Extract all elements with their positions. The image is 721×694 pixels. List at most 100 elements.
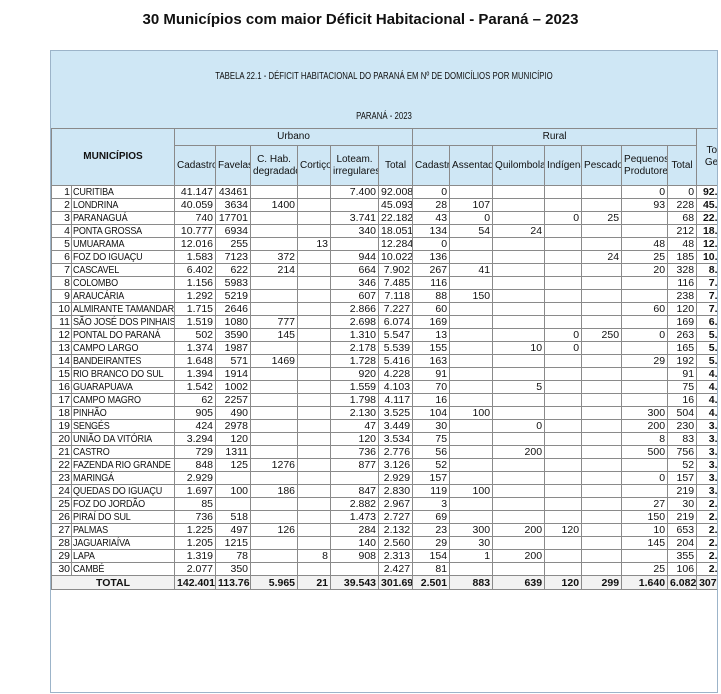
total-cell: 113.761 [215,575,252,590]
table-cell [544,419,583,433]
column-header: Cadastro [174,145,217,186]
table-cell: 777 [250,315,299,329]
table-cell: 30 [449,536,494,550]
table-cell: 107 [449,198,494,212]
table-cell: 1.394 [174,367,217,381]
table-cell: 607 [330,289,380,303]
table-cell [449,445,494,459]
table-cell: 6.402 [174,263,217,277]
municipality-name: PINHÃO [70,406,176,420]
table-cell: 120 [215,432,252,446]
table-cell [250,289,299,303]
municipality-name: COLOMBO [70,276,176,290]
table-cell: 255 [215,237,252,251]
table-cell [250,393,299,407]
table-cell: 91 [412,367,451,381]
table-cell: 1.292 [174,289,217,303]
table-cell: 219 [667,510,698,524]
table-cell: 56 [412,445,451,459]
table-cell: 219 [667,484,698,498]
table-cell: 116 [412,276,451,290]
table-cell: 13 [297,237,332,251]
total-cell: 307.773 [696,575,717,590]
table-cell [297,471,332,485]
row-number: 9 [51,289,72,303]
table-cell: 204 [667,536,698,550]
table-cell: 41.147 [174,185,217,199]
table-cell: 4.103 [378,380,414,394]
table-cell: 157 [667,471,698,485]
total-cell: 21 [297,575,332,590]
table-cell [492,328,546,342]
municipality-name: GUARAPUAVA [70,380,176,394]
table-cell: 30 [667,497,698,511]
table-cell: 908 [330,549,380,563]
table-cell [297,523,332,537]
row-number: 2 [51,198,72,212]
table-cell [297,458,332,472]
table-cell: 2.929 [174,471,217,485]
table-cell: 238 [667,289,698,303]
table-cell [492,471,546,485]
total-cell: 883 [449,575,494,590]
table-cell: 736 [174,510,217,524]
table-cell [297,341,332,355]
table-cell: 5.416 [378,354,414,368]
row-number: 16 [51,380,72,394]
table-cell [297,432,332,446]
total-geral-cell: 5.608 [696,354,717,368]
table-cell: 69 [412,510,451,524]
column-header: Loteam. irregulares [330,145,380,186]
table-subcaption: PARANÁ - 2023 [356,111,412,122]
table-cell: 1.473 [330,510,380,524]
table-cell: 7.485 [378,276,414,290]
table-cell: 1.715 [174,302,217,316]
table-cell: 1.728 [330,354,380,368]
table-panel: TABELA 22.1 - DÉFICIT HABITACIONAL DO PA… [50,50,718,693]
table-cell: 8 [621,432,669,446]
table-cell [621,276,669,290]
municipality-name: SÃO JOSÉ DOS PINHAIS [70,315,176,329]
table-cell [581,510,623,524]
table-cell: 150 [621,510,669,524]
table-cell: 0 [412,237,451,251]
table-cell [250,432,299,446]
table-cell [297,562,332,576]
table-cell: 214 [250,263,299,277]
table-cell: 267 [412,263,451,277]
table-cell [297,393,332,407]
municipality-name: SENGÉS [70,419,176,433]
municipality-name: CAMPO LARGO [70,341,176,355]
table-cell: 1.156 [174,276,217,290]
table-cell: 250 [581,328,623,342]
table-cell [297,302,332,316]
table-cell [492,367,546,381]
table-cell [250,341,299,355]
table-cell [544,276,583,290]
table-cell: 52 [412,458,451,472]
column-header: Indígenas [544,145,583,186]
total-geral-cell: 2.764 [696,536,717,550]
column-header: Total [667,145,698,186]
table-cell [544,562,583,576]
row-number: 1 [51,185,72,199]
table-cell [250,237,299,251]
table-cell: 905 [174,406,217,420]
table-cell: 81 [412,562,451,576]
table-cell: 154 [412,549,451,563]
table-cell: 2.776 [378,445,414,459]
table-cell: 18.051 [378,224,414,238]
table-cell: 263 [667,328,698,342]
table-cell [544,393,583,407]
table-cell [330,198,380,212]
row-number: 11 [51,315,72,329]
table-cell: 944 [330,250,380,264]
table-cell [544,315,583,329]
table-cell: 1.697 [174,484,217,498]
row-number: 27 [51,523,72,537]
table-cell [449,471,494,485]
table-cell: 1987 [215,341,252,355]
table-cell [297,211,332,225]
table-cell: 228 [667,198,698,212]
row-number: 29 [51,549,72,563]
